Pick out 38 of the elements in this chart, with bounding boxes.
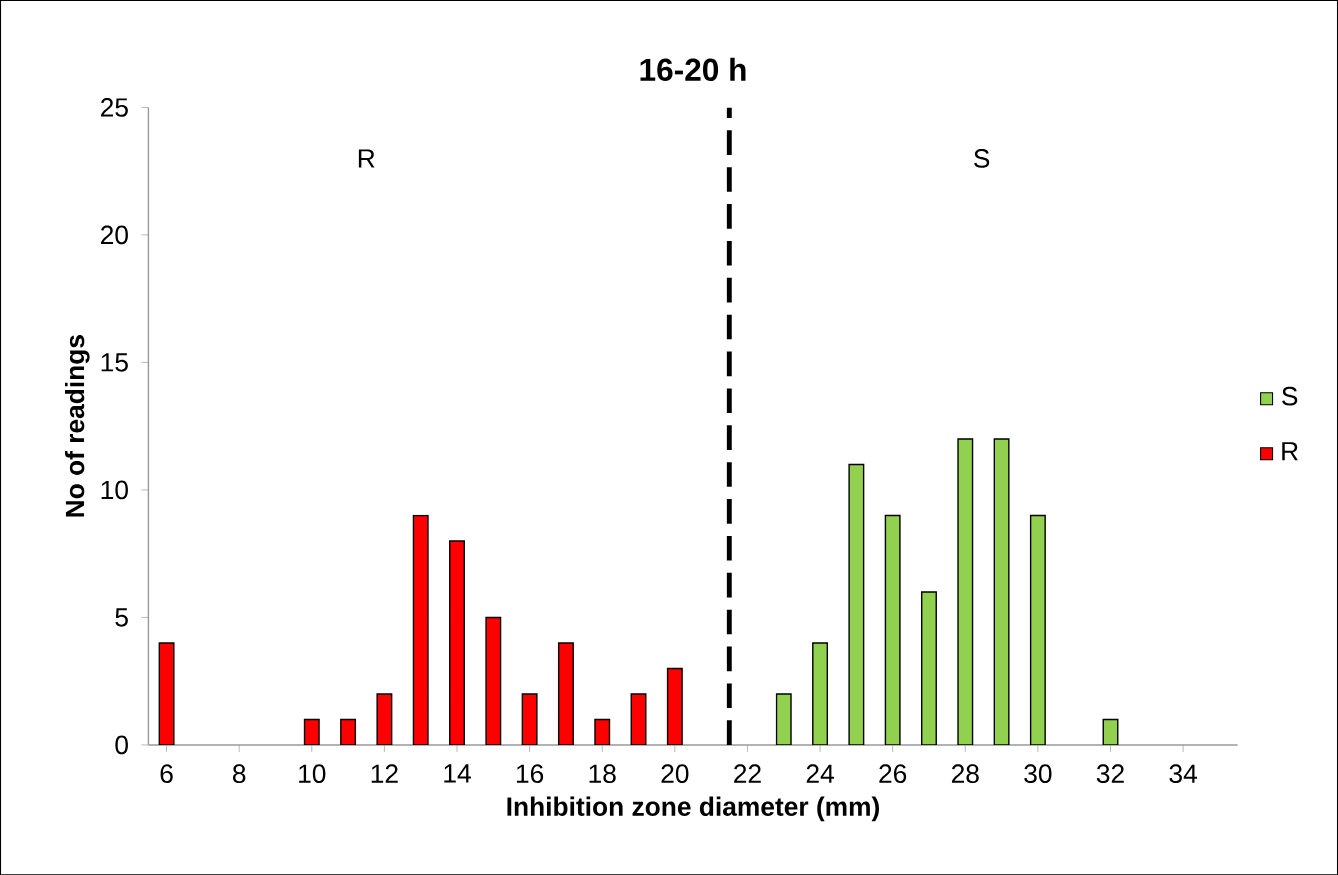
x-tick-label: 18: [589, 764, 616, 783]
x-tick-label: 26: [879, 764, 907, 783]
x-axis-title: Inhibition zone diameter (mm): [507, 796, 879, 821]
bar: [1029, 514, 1046, 745]
legend-label: S: [1282, 386, 1298, 406]
bar: [957, 438, 974, 745]
bar: [993, 438, 1010, 745]
x-tick-label: 14: [444, 764, 471, 783]
legend-label: R: [1282, 441, 1298, 461]
bar: [921, 591, 937, 745]
x-tick-label: 34: [1169, 764, 1197, 783]
annotation: S: [974, 148, 990, 168]
x-tick-label: 32: [1096, 764, 1124, 783]
y-tick-label: 5: [115, 608, 128, 627]
bar: [1102, 718, 1119, 745]
y-tick-label: 10: [101, 480, 128, 500]
annotation: R: [358, 149, 375, 168]
bar: [775, 693, 792, 745]
y-tick-label: 15: [101, 353, 128, 372]
x-tick-label: 24: [806, 764, 834, 783]
bar: [812, 642, 829, 745]
y-tick-label: 0: [115, 735, 128, 755]
x-tick-label: 30: [1024, 764, 1052, 783]
bar: [449, 540, 465, 745]
bar: [848, 463, 865, 745]
x-tick-label: 20: [661, 764, 689, 783]
bar: [884, 514, 901, 745]
y-tick-label: 20: [101, 225, 128, 245]
chart-title: 16-20 h: [640, 57, 746, 81]
x-tick-label: 28: [951, 764, 979, 783]
x-tick-label: 6: [160, 764, 173, 783]
x-tick-label: 12: [371, 764, 398, 783]
x-tick-label: 22: [734, 764, 761, 783]
x-tick-label: 16: [516, 764, 544, 783]
x-tick-label: 8: [233, 764, 246, 783]
y-tick-label: 25: [101, 97, 128, 117]
x-tick-label: 10: [299, 764, 326, 783]
y-axis-title: No of readings: [64, 334, 90, 517]
